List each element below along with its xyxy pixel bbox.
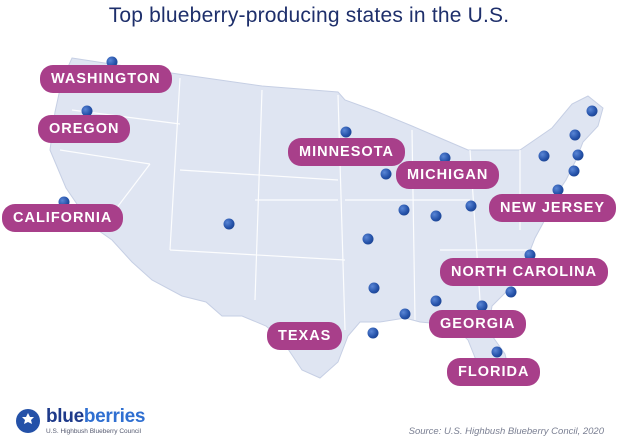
dot-california — [58, 196, 70, 208]
dot-wisconsin — [380, 168, 392, 180]
label-california: CALIFORNIA — [2, 204, 124, 232]
dot-maine — [586, 105, 598, 117]
dot-missouri — [362, 233, 374, 245]
logo-wordmark: blueberries — [46, 406, 146, 427]
dot-illinois — [398, 204, 410, 216]
dot-minnesota — [340, 126, 352, 138]
source-note: Source: U.S. Highbush Blueberry Concil, … — [408, 426, 604, 437]
dot-alabama — [430, 295, 442, 307]
logo-subtitle: U.S. Highbush Blueberry Council — [46, 428, 142, 435]
dot-connecticut — [572, 149, 584, 161]
dot-massachusetts — [569, 129, 581, 141]
dot-georgia — [476, 300, 488, 312]
dot-mississippi — [399, 308, 411, 320]
label-washington: WASHINGTON — [40, 65, 172, 93]
dot-new-jersey — [552, 184, 564, 196]
dot-north-carolina — [524, 249, 536, 261]
label-oregon: OREGON — [38, 115, 131, 143]
dot-colorado — [223, 218, 235, 230]
dot-south-carolina — [505, 286, 517, 298]
dot-new-york — [568, 165, 580, 177]
dot-indiana — [430, 210, 442, 222]
label-texas: TEXAS — [267, 322, 343, 350]
dot-michigan — [439, 152, 451, 164]
label-new-jersey: NEW JERSEY — [489, 194, 617, 222]
label-florida: FLORIDA — [447, 358, 541, 386]
label-minnesota: MINNESOTA — [288, 138, 405, 166]
dot-ohio — [465, 200, 477, 212]
dot-louisiana — [367, 327, 379, 339]
dot-pennsylvania — [538, 150, 550, 162]
label-georgia: GEORGIA — [429, 310, 527, 338]
dot-oregon — [81, 105, 93, 117]
label-michigan: MICHIGAN — [396, 161, 500, 189]
blueberry-logo-icon — [16, 409, 40, 433]
dot-washington — [106, 56, 118, 68]
label-north-carolina: NORTH CAROLINA — [440, 258, 609, 286]
dot-arkansas — [368, 282, 380, 294]
map-title: Top blueberry-producing states in the U.… — [108, 4, 510, 27]
dot-florida — [491, 346, 503, 358]
